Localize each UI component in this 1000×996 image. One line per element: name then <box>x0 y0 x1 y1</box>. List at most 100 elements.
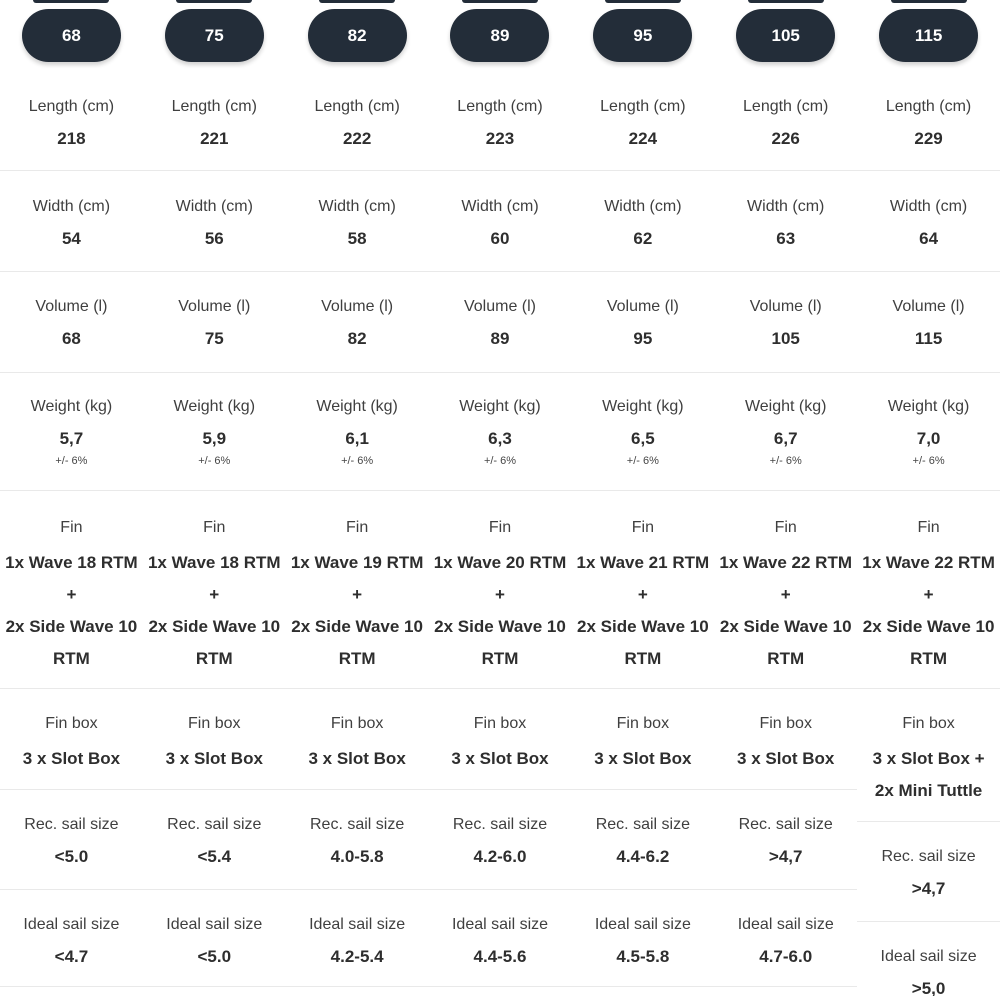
section-label: Weight (kg) <box>602 398 684 415</box>
spec-section-length: Length (cm) 222 <box>286 80 429 170</box>
section-value: 4.5-5.8 <box>616 947 670 966</box>
spec-section-width: Width (cm) 54 <box>0 170 143 271</box>
section-value: 82 <box>347 329 367 348</box>
value-line: 1x Wave 18 RTM <box>5 553 138 572</box>
section-label: Fin <box>917 519 940 536</box>
value-line: + <box>637 585 648 604</box>
section-label: Length (cm) <box>314 98 400 115</box>
column-header: 115 <box>857 0 1000 80</box>
section-label: Fin box <box>330 715 384 732</box>
section-label: Width (cm) <box>32 198 111 215</box>
section-label: Volume (l) <box>463 298 536 315</box>
spec-section-rec_sail: Rec. sail size >4,7 <box>857 821 1000 921</box>
value-line: 2x Mini Tuttle <box>874 781 983 800</box>
spec-section-ideal_sail: Ideal sail size >5,0 <box>857 921 1000 996</box>
value-line: 2x Side Wave 10 <box>5 617 138 636</box>
value-line: 2x Side Wave 10 <box>577 617 709 636</box>
section-label: Width (cm) <box>461 198 539 215</box>
section-label: Weight (kg) <box>744 398 827 415</box>
spec-section-finbox: Fin box 3 x Slot Box <box>142 688 286 789</box>
section-label: Volume (l) <box>321 298 394 315</box>
column-sections: Length (cm) 222 Width (cm) 58 Volume (l)… <box>285 80 429 986</box>
volume-badge[interactable]: 115 <box>879 9 979 62</box>
section-label: Ideal sail size <box>166 916 263 933</box>
section-label: Ideal sail size <box>880 948 977 965</box>
section-label: Width (cm) <box>889 198 968 215</box>
section-label: Volume (l) <box>606 298 679 315</box>
column-header: 68 <box>0 0 143 80</box>
value-line: 2x Side Wave 10 <box>434 617 566 636</box>
value-line: 2x Side Wave 10 <box>862 617 995 636</box>
spec-section-length: Length (cm) 221 <box>143 80 286 170</box>
section-label: Width (cm) <box>604 198 682 215</box>
spec-section-rec_sail: Rec. sail size <5.0 <box>0 789 143 889</box>
spec-section-width: Width (cm) 64 <box>857 170 1000 271</box>
spec-section-fin: Fin 1x Wave 20 RTM +2x Side Wave 10 RTM <box>428 490 572 688</box>
section-note: +/- 6% <box>198 455 231 467</box>
section-value: 64 <box>919 229 939 248</box>
section-value: 3 x Slot Box <box>594 749 692 768</box>
spec-column: 115 Length (cm) 229 Width (cm) 64 Volume… <box>857 0 1000 996</box>
section-value: 6,3 <box>488 429 512 448</box>
spec-section-fin: Fin 1x Wave 19 RTM +2x Side Wave 10 RTM <box>285 490 429 688</box>
spec-section-finbox: Fin box 3 x Slot Box <box>571 688 715 789</box>
section-value: 6,1 <box>345 429 369 448</box>
spec-section-length: Length (cm) 224 <box>571 80 714 170</box>
section-value: 60 <box>490 229 510 248</box>
value-line: 2x Side Wave 10 <box>148 617 281 636</box>
section-value: 68 <box>61 329 81 348</box>
divider <box>714 986 858 987</box>
volume-badge[interactable]: 89 <box>450 9 550 62</box>
section-label: Ideal sail size <box>451 916 549 933</box>
section-value: 89 <box>490 329 510 348</box>
section-value: 5,9 <box>202 429 227 448</box>
divider <box>0 986 143 987</box>
section-value: 63 <box>776 229 796 248</box>
spec-section-rec_sail: Rec. sail size >4,7 <box>714 789 858 889</box>
spec-section-finbox: Fin box 3 x Slot Box + 2x Mini Tuttle <box>857 688 1000 821</box>
volume-badge[interactable]: 68 <box>21 9 121 62</box>
spec-section-rec_sail: Rec. sail size <5.4 <box>142 789 286 889</box>
spec-section-weight: Weight (kg) 6,1 +/- 6% <box>285 372 429 490</box>
section-label: Ideal sail size <box>23 916 120 933</box>
section-value: 221 <box>200 129 229 148</box>
section-value: 7,0 <box>916 429 941 448</box>
spec-section-width: Width (cm) 62 <box>571 170 715 271</box>
spec-section-weight: Weight (kg) 7,0 +/- 6% <box>857 372 1000 490</box>
value-line: 1x Wave 21 RTM <box>576 553 710 572</box>
section-label: Weight (kg) <box>316 398 398 415</box>
clipped-pill-above <box>33 0 110 3</box>
section-value: 1x Wave 18 RTM +2x Side Wave 10 RTM <box>0 547 143 675</box>
section-value: 229 <box>914 129 943 148</box>
volume-badge[interactable]: 75 <box>164 9 264 62</box>
section-label: Fin <box>774 519 797 536</box>
section-label: Weight (kg) <box>173 398 256 415</box>
spec-section-length: Length (cm) 226 <box>714 80 857 170</box>
spec-section-rec_sail: Rec. sail size 4.0-5.8 <box>285 789 429 889</box>
spec-section-weight: Weight (kg) 5,9 +/- 6% <box>142 372 286 490</box>
section-value: 115 <box>914 329 943 348</box>
section-value: 1x Wave 21 RTM +2x Side Wave 10 RTM <box>571 547 714 675</box>
spec-section-fin: Fin 1x Wave 22 RTM +2x Side Wave 10 RTM <box>714 490 858 688</box>
volume-badge[interactable]: 105 <box>736 9 836 62</box>
section-label: Length (cm) <box>885 98 972 115</box>
spec-section-length: Length (cm) 218 <box>0 80 143 170</box>
spec-section-volume: Volume (l) 105 <box>714 271 858 372</box>
spec-section-ideal_sail: Ideal sail size 4.2-5.4 <box>285 889 429 986</box>
spec-section-rec_sail: Rec. sail size 4.2-6.0 <box>428 789 572 889</box>
section-label: Length (cm) <box>457 98 543 115</box>
section-label: Fin box <box>473 715 527 732</box>
section-label: Fin box <box>188 715 241 732</box>
volume-badge[interactable]: 95 <box>593 9 693 62</box>
section-label: Fin <box>203 519 226 536</box>
section-label: Fin <box>346 519 369 536</box>
section-value: 226 <box>771 129 800 148</box>
section-note: +/- 6% <box>769 455 802 467</box>
section-value: 3 x Slot Box <box>165 749 263 768</box>
value-line: 3 x Slot Box + <box>872 749 985 768</box>
value-line: + <box>352 585 363 604</box>
spec-column: 95 Length (cm) 224 Width (cm) 62 Volume … <box>571 0 715 996</box>
volume-badge[interactable]: 82 <box>307 9 407 62</box>
clipped-pill-above <box>176 0 253 3</box>
value-line: + <box>66 585 77 604</box>
